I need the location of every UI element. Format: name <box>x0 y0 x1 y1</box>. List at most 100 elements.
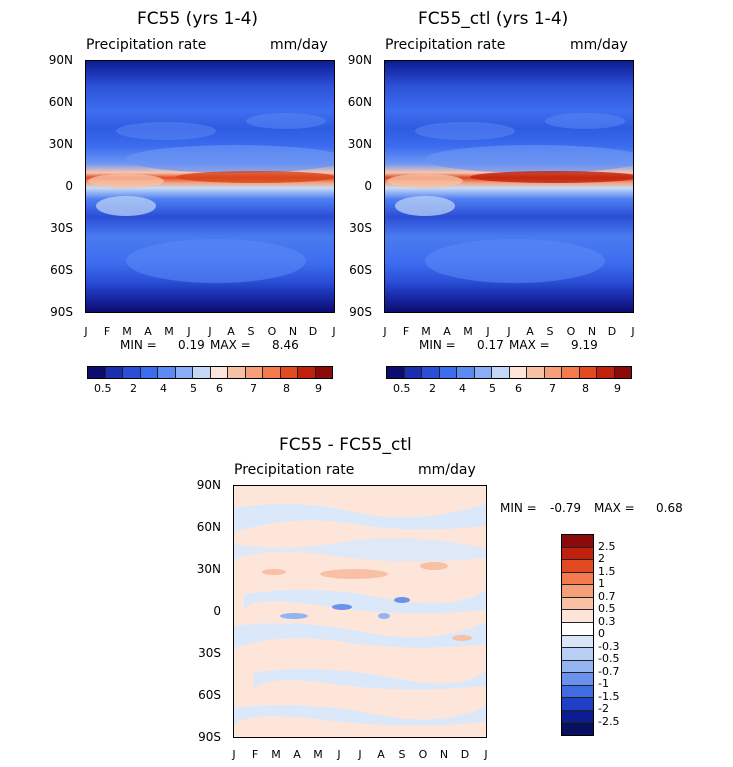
panel1-month-2: F <box>103 325 111 338</box>
colorbar-swatch <box>562 572 593 586</box>
panel1-cb-label: 0.5 <box>94 382 112 395</box>
colorbar-swatch <box>210 367 228 378</box>
panel3-month-3: M <box>271 748 281 761</box>
panel2-min-value: 0.17 <box>477 338 504 352</box>
colorbar-swatch <box>123 367 141 378</box>
panel1-variable: Precipitation rate <box>86 37 207 53</box>
panel3-min-value: -0.79 <box>550 501 582 515</box>
panel1-cb-label: 9 <box>315 382 322 395</box>
colorbar-swatch <box>88 367 106 378</box>
panel3-month-11: N <box>439 748 449 761</box>
colorbar-swatch <box>140 367 158 378</box>
colorbar-swatch <box>422 367 440 378</box>
panel1-lat-30n: 30N <box>48 137 73 151</box>
colorbar-swatch <box>387 367 405 378</box>
panel2-month-13: J <box>631 325 635 338</box>
panel2-title: FC55_ctl (yrs 1-4) <box>418 9 569 29</box>
colorbar-swatch <box>158 367 176 378</box>
panel3-month-13: J <box>484 748 488 761</box>
panel3-lat-60s: 60S <box>198 688 221 702</box>
panel3-cb-label: -2 <box>598 702 609 715</box>
panel3-month-7: J <box>358 748 362 761</box>
panel2-lat-0: 0 <box>364 179 372 193</box>
panel2-lat-30s: 30S <box>349 221 372 235</box>
colorbar-swatch <box>562 660 593 674</box>
colorbar-swatch <box>562 597 593 611</box>
panel3-max-value: 0.68 <box>656 501 683 515</box>
panel1-lat-60s: 60S <box>50 263 73 277</box>
panel1-cb-label: 7 <box>250 382 257 395</box>
panel1-cb-label: 2 <box>130 382 137 395</box>
panel2-cb-label: 8 <box>582 382 589 395</box>
panel1-heatmap <box>86 61 334 312</box>
panel1-lat-90n: 90N <box>48 53 73 67</box>
colorbar-swatch <box>562 710 593 724</box>
panel1-cb-label: 6 <box>216 382 223 395</box>
colorbar-swatch <box>562 610 593 623</box>
panel1-max-label: MAX = <box>210 338 251 352</box>
panel1-lat-60n: 60N <box>48 95 73 109</box>
colorbar-swatch <box>315 367 332 378</box>
panel3-cb-label: 0.7 <box>598 590 616 603</box>
panel1-units: mm/day <box>270 37 328 53</box>
panel2-cb-label: 0.5 <box>393 382 411 395</box>
panel1-month-11: N <box>288 325 298 338</box>
panel2-month-10: O <box>566 325 576 338</box>
panel3-max-label: MAX = <box>594 501 635 515</box>
panel3-lat-30s: 30S <box>198 646 221 660</box>
panel3-lat-90n: 90N <box>196 478 221 492</box>
panel3-heatmap <box>234 486 486 737</box>
panel1-colorbar <box>87 366 333 379</box>
panel3-lat-0: 0 <box>213 604 221 618</box>
panel2-min-label: MIN = <box>419 338 456 352</box>
colorbar-swatch <box>562 547 593 561</box>
panel2-month-6: J <box>486 325 490 338</box>
colorbar-swatch <box>562 648 593 661</box>
panel2-cb-label: 7 <box>549 382 556 395</box>
panel3-month-2: F <box>251 748 259 761</box>
panel2-month-3: M <box>421 325 431 338</box>
panel3-cb-label: 0.3 <box>598 615 616 628</box>
panel1-lat-30s: 30S <box>50 221 73 235</box>
colorbar-swatch <box>404 367 422 378</box>
panel2-month-7: J <box>507 325 511 338</box>
panel3-cb-label: -0.3 <box>598 640 620 653</box>
panel1-min-value: 0.19 <box>178 338 205 352</box>
panel3-colorbar <box>561 534 594 736</box>
colorbar-swatch <box>562 535 593 548</box>
panel1-lat-90s: 90S <box>50 305 73 319</box>
colorbar-swatch <box>474 367 492 378</box>
panel2-month-12: D <box>607 325 617 338</box>
colorbar-swatch <box>457 367 475 378</box>
panel3-month-9: S <box>398 748 406 761</box>
panel2-month-11: N <box>587 325 597 338</box>
panel1-month-13: J <box>332 325 336 338</box>
colorbar-swatch <box>562 585 593 598</box>
panel1-month-9: S <box>247 325 255 338</box>
panel1-title: FC55 (yrs 1-4) <box>137 9 259 29</box>
panel3-month-8: A <box>377 748 385 761</box>
panel1-month-6: J <box>187 325 191 338</box>
panel2-cb-label: 4 <box>459 382 466 395</box>
panel3-units: mm/day <box>418 462 476 478</box>
panel3-plot <box>233 485 487 738</box>
colorbar-swatch <box>509 367 527 378</box>
colorbar-swatch <box>280 367 298 378</box>
colorbar-swatch <box>228 367 246 378</box>
colorbar-swatch <box>544 367 562 378</box>
panel2-heatmap <box>385 61 633 312</box>
panel1-max-value: 8.46 <box>272 338 299 352</box>
panel1-month-4: A <box>144 325 152 338</box>
panel3-cb-label: -1.5 <box>598 690 620 703</box>
panel2-plot <box>384 60 634 313</box>
panel2-lat-90n: 90N <box>347 53 372 67</box>
colorbar-swatch <box>492 367 510 378</box>
colorbar-swatch <box>562 698 593 711</box>
panel2-cb-label: 5 <box>489 382 496 395</box>
colorbar-swatch <box>175 367 193 378</box>
panel2-month-4: A <box>443 325 451 338</box>
panel3-title: FC55 - FC55_ctl <box>279 435 412 455</box>
panel2-month-1: J <box>383 325 387 338</box>
panel2-cb-label: 9 <box>614 382 621 395</box>
panel3-month-4: A <box>293 748 301 761</box>
